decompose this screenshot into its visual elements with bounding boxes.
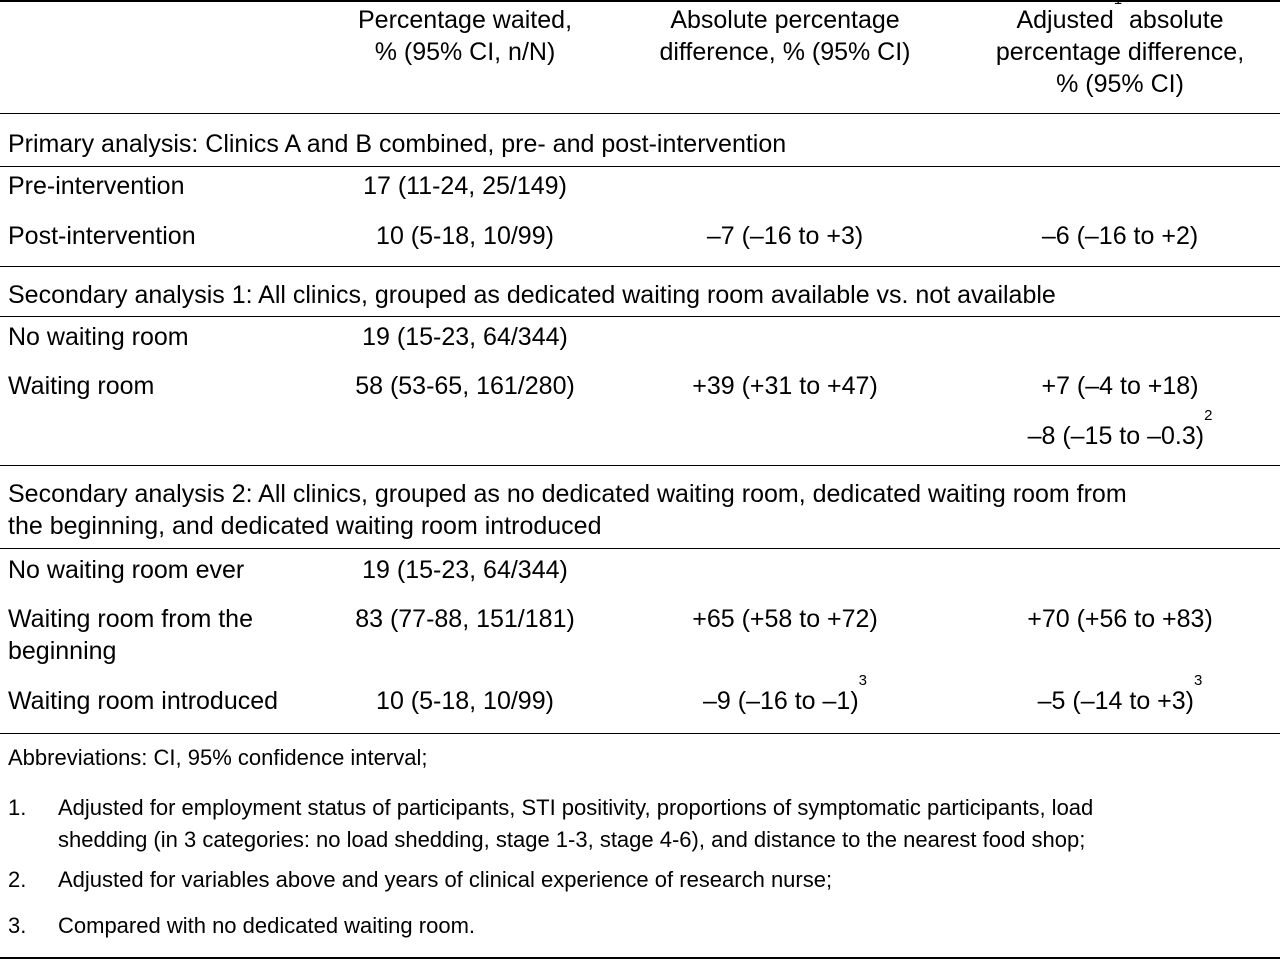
cell-absolute: +65 (+58 to +72) <box>692 605 878 633</box>
header-col-absolute-line1: Absolute percentage <box>670 6 900 34</box>
header-absolute-word: absolute <box>1122 6 1224 34</box>
header-col-absolute: Absolute percentage difference, % (95% C… <box>640 4 930 68</box>
footnote-line: shedding (in 3 categories: no load shedd… <box>58 827 1086 852</box>
header-col-percentage-line1: Percentage waited, <box>357 6 573 34</box>
footnote-marker: 2 <box>1204 407 1213 424</box>
footnote-marker: 3 <box>858 672 867 689</box>
footnote-number: 2. <box>8 867 27 892</box>
footnote-text: Compared with no dedicated waiting room. <box>58 913 476 938</box>
section-title-primary: Primary analysis: Clinics A and B combin… <box>8 130 787 158</box>
section-rule <box>0 548 1280 549</box>
footnote-number: 3. <box>8 913 27 938</box>
section-rule <box>0 266 1280 267</box>
header-col-absolute-line2: difference, % (95% CI) <box>659 38 911 66</box>
footnote-marker: 3 <box>1194 672 1203 689</box>
cell-absolute: –7 (–16 to +3) <box>706 222 864 250</box>
cell-adjusted-value: –8 (–15 to –0.3) <box>1027 422 1205 450</box>
bottom-rule <box>0 957 1280 959</box>
cell-absolute-value: –9 (–16 to –1) <box>702 687 859 715</box>
cell-percentage: 10 (5-18, 10/99) <box>376 222 554 250</box>
table-bottom-rule <box>0 733 1280 734</box>
cell-absolute: –9 (–16 to –1)3 <box>640 673 930 717</box>
row-label-line2: beginning <box>8 637 117 665</box>
row-label: No waiting room <box>8 323 189 351</box>
row-label: Pre-intervention <box>8 172 185 200</box>
row-label-line1: Waiting room from the <box>8 605 253 633</box>
header-col-adjusted-line1: Adjusted1 absolute <box>965 0 1275 36</box>
row-label: Post-intervention <box>8 222 196 250</box>
footnote-text: Adjusted for variables above and years o… <box>58 867 833 892</box>
cell-percentage: 58 (53-65, 161/280) <box>355 372 575 400</box>
top-rule <box>0 0 1280 2</box>
cell-absolute: +39 (+31 to +47) <box>692 372 878 400</box>
cell-percentage: 17 (11-24, 25/149) <box>363 172 567 200</box>
header-rule <box>0 113 1280 114</box>
header-footnote-marker: 1 <box>1114 0 1122 8</box>
header-col-adjusted-line3: % (95% CI) <box>1056 70 1184 98</box>
cell-adjusted: +70 (+56 to +83) <box>1027 605 1213 633</box>
header-col-adjusted-line2: percentage difference, <box>995 38 1245 66</box>
cell-percentage: 83 (77-88, 151/181) <box>355 605 575 633</box>
section-rule <box>0 316 1280 317</box>
cell-percentage: 19 (15-23, 64/344) <box>362 556 568 584</box>
section-title-line2: the beginning, and dedicated waiting roo… <box>8 512 602 540</box>
section-title-line1: Secondary analysis 2: All clinics, group… <box>8 480 1127 508</box>
section-rule <box>0 465 1280 466</box>
cell-adjusted: –6 (–16 to +2) <box>1041 222 1199 250</box>
cell-percentage: 10 (5-18, 10/99) <box>376 687 554 715</box>
cell-percentage: 19 (15-23, 64/344) <box>362 323 568 351</box>
footnote-number: 1. <box>8 795 27 820</box>
footnote-text: Adjusted for employment status of partic… <box>58 792 1093 856</box>
row-label: Waiting room introduced <box>8 687 279 715</box>
row-label: No waiting room ever <box>8 556 245 584</box>
cell-adjusted: –5 (–14 to +3)3 <box>965 673 1275 717</box>
cell-adjusted-value: –5 (–14 to +3) <box>1037 687 1195 715</box>
header-adjusted-word: Adjusted <box>1016 6 1114 34</box>
cell-adjusted: +7 (–4 to +18) <box>1041 372 1199 400</box>
row-label: Waiting room from the beginning <box>8 603 253 667</box>
section-title-secondary-2: Secondary analysis 2: All clinics, group… <box>8 478 1127 542</box>
header-col-adjusted: Adjusted1 absolute percentage difference… <box>965 0 1275 100</box>
footnote-line: Adjusted for employment status of partic… <box>58 795 1094 820</box>
header-col-percentage-line2: % (95% CI, n/N) <box>374 38 556 66</box>
section-title-secondary-1: Secondary analysis 1: All clinics, group… <box>8 281 1056 309</box>
row-label: Waiting room <box>8 372 155 400</box>
section-rule <box>0 166 1280 167</box>
header-col-percentage: Percentage waited, % (95% CI, n/N) <box>330 4 600 68</box>
cell-adjusted: –8 (–15 to –0.3)2 <box>965 408 1275 452</box>
abbreviations: Abbreviations: CI, 95% confidence interv… <box>8 745 428 770</box>
